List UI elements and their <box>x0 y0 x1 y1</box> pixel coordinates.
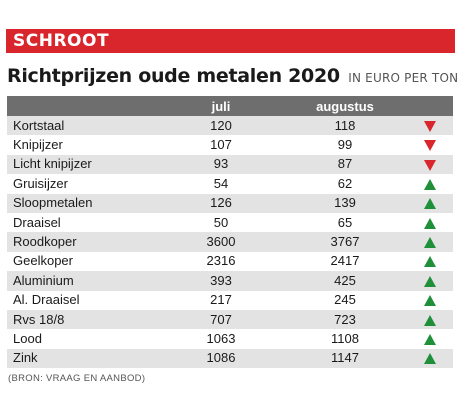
price-augustus: 2417 <box>283 251 407 272</box>
metal-name: Sloopmetalen <box>7 193 159 213</box>
triangle-up-icon <box>424 198 436 210</box>
price-augustus: 62 <box>283 174 407 194</box>
price-juli: 50 <box>159 212 283 233</box>
price-juli: 707 <box>159 309 283 330</box>
table-row: Aluminium 393 425 <box>7 271 453 291</box>
price-juli: 3600 <box>159 232 283 252</box>
trend-cell <box>407 348 453 369</box>
trend-cell <box>407 212 453 233</box>
metal-name: Gruisijzer <box>7 174 159 194</box>
trend-cell <box>407 329 453 349</box>
triangle-down-icon <box>424 120 436 132</box>
metal-name: Roodkoper <box>7 232 159 252</box>
price-augustus: 1108 <box>283 329 407 349</box>
metal-name: Al. Draaisel <box>7 290 159 310</box>
price-juli: 1063 <box>159 329 283 349</box>
triangle-down-icon <box>424 159 436 171</box>
column-header-augustus: augustus <box>283 96 407 116</box>
column-header-trend <box>407 96 453 116</box>
table-row: Draaisel 50 65 <box>7 212 453 233</box>
metal-name: Lood <box>7 329 159 349</box>
table-row: Rvs 18/8 707 723 <box>7 309 453 330</box>
triangle-up-icon <box>424 275 436 287</box>
triangle-up-icon <box>424 256 436 268</box>
triangle-up-icon <box>424 237 436 249</box>
metal-name: Zink <box>7 348 159 369</box>
table-row: Al. Draaisel 217 245 <box>7 290 453 310</box>
metal-name: Kortstaal <box>7 116 159 136</box>
triangle-down-icon <box>424 140 436 152</box>
table-row: Roodkoper 3600 3767 <box>7 232 453 252</box>
trend-cell <box>407 174 453 194</box>
metal-name: Geelkoper <box>7 251 159 272</box>
metal-name: Knipijzer <box>7 135 159 155</box>
trend-cell <box>407 251 453 272</box>
triangle-up-icon <box>424 295 436 307</box>
trend-cell <box>407 232 453 252</box>
table-row: Sloopmetalen 126 139 <box>7 193 453 213</box>
section-label: SCHROOT <box>13 31 110 51</box>
table-row: Licht knipijzer 93 87 <box>7 154 453 175</box>
price-juli: 93 <box>159 154 283 175</box>
table-row: Gruisijzer 54 62 <box>7 174 453 194</box>
price-augustus: 139 <box>283 193 407 213</box>
table-row: Lood 1063 1108 <box>7 329 453 349</box>
price-juli: 217 <box>159 290 283 310</box>
section-banner: SCHROOT <box>6 29 455 53</box>
price-augustus: 3767 <box>283 232 407 252</box>
price-augustus: 245 <box>283 290 407 310</box>
heading: Richtprijzen oude metalen 2020 IN EURO P… <box>7 65 458 87</box>
trend-cell <box>407 116 453 136</box>
table-row: Kortstaal 120 118 <box>7 116 453 136</box>
table-row: Zink 1086 1147 <box>7 348 453 369</box>
price-augustus: 425 <box>283 271 407 291</box>
triangle-up-icon <box>424 217 436 229</box>
metal-name: Aluminium <box>7 271 159 291</box>
price-juli: 107 <box>159 135 283 155</box>
metal-name: Licht knipijzer <box>7 154 159 175</box>
price-juli: 54 <box>159 174 283 194</box>
triangle-up-icon <box>424 353 436 365</box>
price-augustus: 723 <box>283 309 407 330</box>
trend-cell <box>407 271 453 291</box>
price-table: juli augustus Kortstaal 120 118 Knipijzer 10… <box>7 96 453 369</box>
metal-name: Draaisel <box>7 212 159 233</box>
table-header-row: juli augustus <box>7 96 453 116</box>
trend-cell <box>407 193 453 213</box>
source-note: (BRON: VRAAG EN AANBOD) <box>8 373 146 384</box>
table-row: Geelkoper 2316 2417 <box>7 251 453 272</box>
trend-cell <box>407 290 453 310</box>
price-juli: 393 <box>159 271 283 291</box>
price-juli: 2316 <box>159 251 283 272</box>
column-header-metal <box>7 96 159 116</box>
price-juli: 126 <box>159 193 283 213</box>
column-header-juli: juli <box>159 96 283 116</box>
price-augustus: 87 <box>283 154 407 175</box>
unit-label: IN EURO PER TON <box>348 71 459 85</box>
trend-cell <box>407 309 453 330</box>
price-augustus: 65 <box>283 212 407 233</box>
trend-cell <box>407 154 453 175</box>
price-juli: 1086 <box>159 348 283 369</box>
triangle-up-icon <box>424 178 436 190</box>
price-juli: 120 <box>159 116 283 136</box>
trend-cell <box>407 135 453 155</box>
price-augustus: 1147 <box>283 348 407 369</box>
page-title: Richtprijzen oude metalen 2020 <box>7 65 340 87</box>
metal-name: Rvs 18/8 <box>7 309 159 330</box>
price-augustus: 118 <box>283 116 407 136</box>
triangle-up-icon <box>424 334 436 346</box>
price-augustus: 99 <box>283 135 407 155</box>
triangle-up-icon <box>424 314 436 326</box>
table-row: Knipijzer 107 99 <box>7 135 453 155</box>
